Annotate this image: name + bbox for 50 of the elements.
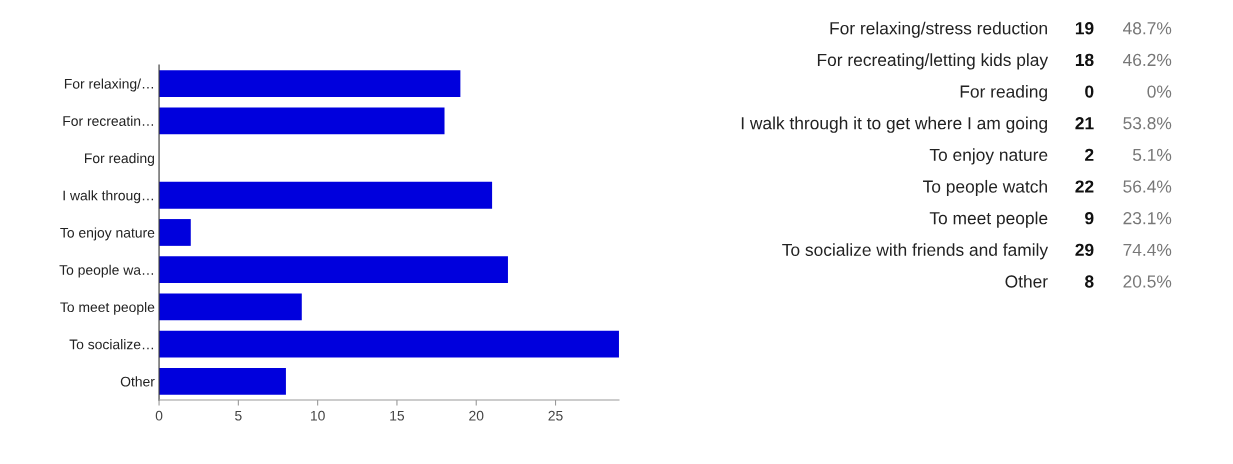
data-label: 2	[1085, 148, 1094, 161]
y-tick-label: To meet people	[60, 301, 155, 315]
category-label: For reading	[960, 84, 1047, 102]
bar	[159, 181, 493, 209]
category-label: For recreating/letting kids play	[817, 53, 1049, 70]
category-label: I walk through it to get where I am going	[741, 116, 1047, 133]
data-label: 23.1%	[1123, 212, 1172, 225]
y-tick-label: To enjoy nature	[60, 227, 155, 241]
data-label: 48.7%	[1123, 22, 1172, 35]
bar	[159, 219, 191, 246]
data-label: 18	[1075, 53, 1094, 67]
y-tick-label: For reading	[85, 152, 154, 166]
y-tick-label: For recreatin…	[63, 115, 154, 126]
data-label: 20.5%	[1123, 275, 1172, 288]
category-label: Other	[1005, 274, 1048, 288]
bar	[159, 256, 508, 284]
x-tick-label: 25	[548, 410, 563, 421]
data-label: 0	[1085, 85, 1094, 98]
data-label: 8	[1085, 275, 1094, 288]
bar	[159, 107, 445, 135]
y-tick-label: I walk throug…	[63, 190, 154, 204]
bar	[159, 293, 302, 321]
category-label: To meet people	[929, 211, 1048, 228]
x-tick-label: 0	[155, 410, 163, 421]
data-label: 56.4%	[1123, 180, 1172, 193]
bar	[159, 70, 461, 97]
bar	[159, 330, 619, 358]
category-label: To people watch	[923, 179, 1047, 197]
data-label: 53.8%	[1123, 117, 1172, 130]
data-label: 5.1%	[1132, 148, 1172, 162]
y-tick-label: To people wa…	[59, 264, 154, 278]
data-label: 21	[1075, 117, 1094, 130]
x-tick-label: 10	[310, 410, 325, 421]
y-tick-label: For relaxing/…	[64, 78, 154, 92]
data-label: 29	[1075, 243, 1094, 256]
y-tick-label: To socialize…	[69, 339, 154, 350]
category-label: To enjoy nature	[929, 148, 1048, 165]
data-label: 46.2%	[1123, 53, 1172, 67]
bar	[159, 367, 286, 395]
data-label: 74.4%	[1123, 243, 1172, 256]
x-tick-label: 15	[390, 410, 405, 421]
data-label: 9	[1085, 212, 1094, 225]
y-tick-label: Other	[120, 376, 155, 387]
x-tick-label: 20	[469, 410, 484, 421]
category-label: To socialize with friends and family	[782, 243, 1049, 260]
data-label: 19	[1075, 22, 1094, 35]
category-label: For relaxing/stress reduction	[830, 21, 1047, 38]
data-label: 0%	[1147, 85, 1172, 98]
data-label: 22	[1075, 180, 1094, 193]
x-tick-label: 5	[235, 410, 242, 421]
